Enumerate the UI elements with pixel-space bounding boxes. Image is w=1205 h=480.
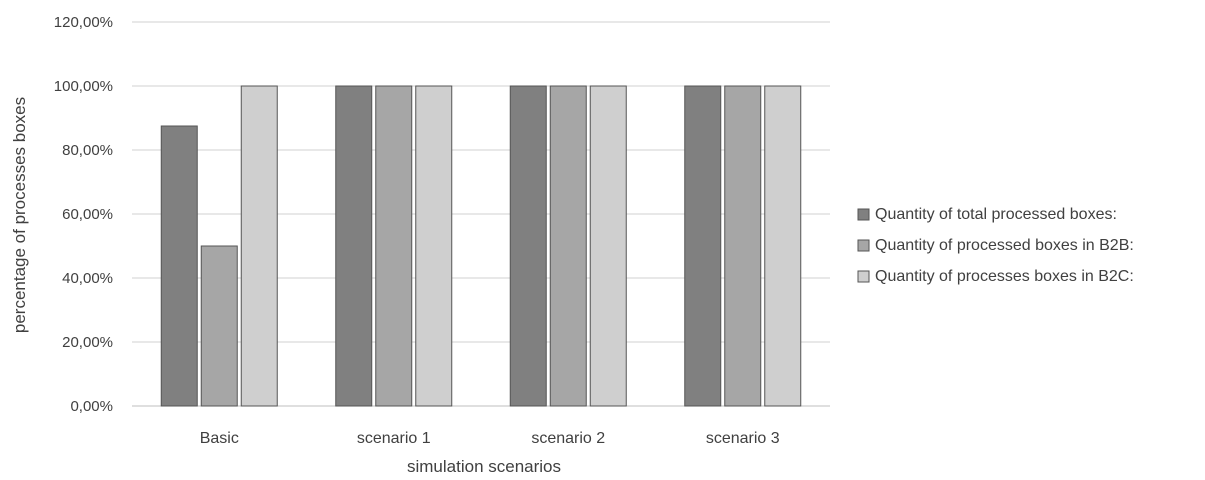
x-category-label: scenario 1: [357, 430, 431, 447]
legend-label: Quantity of processed boxes in B2B:: [875, 237, 1134, 254]
x-axis-title: simulation scenarios: [407, 457, 561, 476]
y-axis-title: percentage of processes boxes: [10, 97, 29, 333]
y-tick-label: 60,00%: [62, 206, 113, 223]
y-tick-label: 0,00%: [70, 398, 113, 415]
y-tick-label: 80,00%: [62, 142, 113, 159]
y-tick-label: 120,00%: [54, 14, 113, 31]
bar-3-scenario-3: [764, 85, 802, 407]
y-tick-label: 20,00%: [62, 334, 113, 351]
x-category-label: scenario 3: [706, 430, 780, 447]
legend-label: Quantity of total processed boxes:: [875, 206, 1117, 223]
bar-3-scenario-2: [589, 85, 627, 407]
y-tick-label: 40,00%: [62, 270, 113, 287]
x-category-label: Basic: [200, 430, 239, 447]
x-category-label: scenario 2: [531, 430, 605, 447]
x-axis-category-labels: Basic scenario 1 scenario 2 scenario 3: [200, 430, 780, 447]
bar-2-scenario-1: [375, 85, 413, 407]
bar-1-scenario-2: [509, 85, 547, 407]
legend-swatch: [857, 270, 870, 283]
legend: Quantity of total processed boxes: Quanti…: [857, 206, 1134, 285]
bar-3-scenario-1: [415, 85, 453, 407]
bar-1-scenario-3: [684, 85, 722, 407]
bar-2-scenario-3: [724, 85, 762, 407]
bar-3-basic: [240, 85, 278, 407]
y-tick-label: 100,00%: [54, 78, 113, 95]
y-axis-tick-labels: 0,00% 20,00% 40,00% 60,00% 80,00% 100,00% 120,…: [54, 14, 113, 415]
bar-1-scenario-1: [335, 85, 373, 407]
bar-2-scenario-2: [549, 85, 587, 407]
bars: [160, 85, 802, 407]
legend-label: Quantity of processes boxes in B2C:: [875, 268, 1134, 285]
bar-1-basic: [160, 125, 198, 407]
bar-2-basic: [200, 245, 238, 407]
legend-swatch: [857, 208, 870, 221]
legend-swatch: [857, 239, 870, 252]
